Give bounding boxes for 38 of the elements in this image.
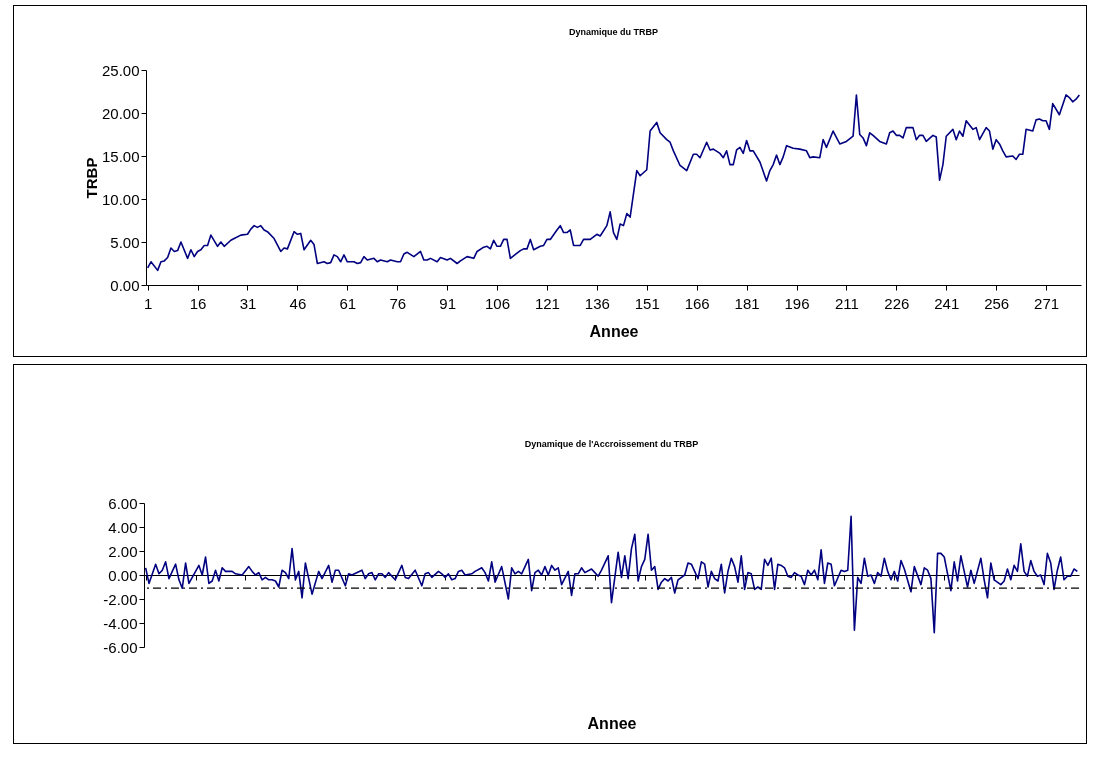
x-tick-label: 136 [584,294,610,312]
x-tick-label: 196 [784,294,810,312]
y-tick-label: -2.00 [103,590,138,608]
y-tick-label: 10.00 [101,190,140,208]
x-axis-title: Annee [589,322,639,340]
x-tick-label: 271 [1034,294,1060,312]
x-tick-label: 106 [485,294,511,312]
x-tick-label: 46 [289,294,307,312]
x-tick-label: 31 [239,294,257,312]
y-tick-label: 15.00 [101,147,140,165]
x-tick-label: 91 [439,294,456,312]
y-axis-title: TRBP [82,157,100,199]
x-tick-label: 1 [143,294,153,312]
x-tick-label: 76 [389,294,407,312]
x-tick-label: 61 [339,294,357,312]
y-tick-label: 2.00 [108,542,138,560]
chart-title: Dynamique du TRBP [568,27,659,37]
line-series [146,94,1081,272]
x-tick-label: 211 [834,294,859,312]
y-tick-label: -4.00 [103,614,138,632]
x-tick-label: 166 [684,294,710,312]
y-tick-label: 0.00 [110,276,140,294]
y-tick-label: 0.00 [108,566,138,584]
x-tick-label: 121 [534,294,560,312]
y-tick-label: 5.00 [110,233,140,251]
chart-title: Dynamique de l'Accroissement du TRBP [524,439,699,449]
x-tick-label: 151 [634,294,660,312]
y-tick-label: 25.00 [101,61,140,79]
x-tick-label: 241 [934,294,960,312]
y-tick-label: -6.00 [103,638,138,656]
y-tick-label: 20.00 [101,104,140,122]
y-tick-label: 6.00 [108,494,138,512]
x-tick-label: 16 [189,294,207,312]
x-tick-label: 181 [734,294,760,312]
x-axis-title: Annee [587,715,637,732]
y-tick-label: 4.00 [108,518,138,536]
x-tick-label: 226 [884,294,910,312]
x-tick-label: 256 [984,294,1010,312]
